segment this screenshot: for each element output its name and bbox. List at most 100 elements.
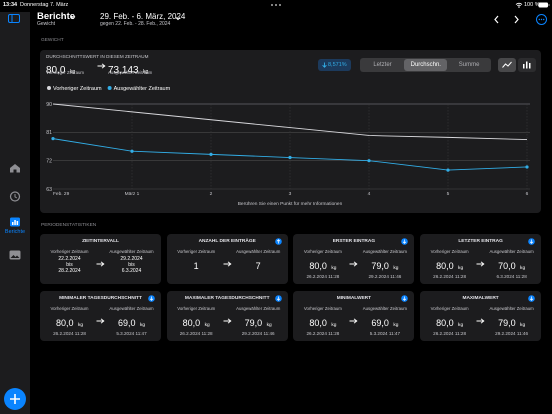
arrow-icon [349, 318, 358, 324]
stat-unit: kg [393, 266, 399, 271]
stat-number: 70,0 [498, 261, 516, 271]
stat-title: MINIMALWERT [336, 296, 372, 301]
data-point [209, 152, 213, 156]
stat-number: 80,0 [182, 318, 201, 328]
mode-option[interactable]: Durchschn. [404, 59, 448, 71]
y-tick-label: 72 [46, 158, 52, 164]
y-tick-label: 90 [46, 102, 52, 108]
trend-icon [528, 295, 535, 302]
chart-card: DURCHSCHNITTSWERT IN DIESEM ZEITRAUM 80,… [40, 50, 541, 213]
stat-number: 69,0 [117, 318, 136, 328]
stat-number: 79,0 [371, 261, 389, 271]
home-icon[interactable] [9, 163, 21, 173]
stat-date: 5.3.2024 11:47 [369, 331, 401, 336]
stat-date: 29.2.2024 11:46 [495, 331, 529, 336]
reports-icon[interactable] [9, 217, 21, 227]
stats-label: PERIODENSTATISTIKEN [41, 223, 97, 228]
stat-value: 69,0 kg [357, 313, 412, 331]
stat-number: 79,0 [498, 318, 516, 328]
mode-option[interactable]: Summe [458, 62, 480, 68]
stat-number: 80,0 [436, 261, 454, 271]
battery-icon [538, 2, 550, 8]
arrow-icon [223, 261, 232, 267]
page-title[interactable]: Berichte [37, 11, 76, 22]
data-point [367, 159, 371, 163]
history-icon[interactable] [9, 191, 21, 202]
stat-date: 26.2.2024 11:28 [433, 331, 467, 336]
stat-value: 1 [169, 256, 224, 274]
stat-caption: Ausgewählter Zeitraum [236, 306, 281, 311]
date-range[interactable]: 29. Feb. - 6. März, 2024 [100, 12, 186, 21]
stat-unit: kg [458, 323, 464, 328]
photos-icon[interactable] [9, 250, 21, 260]
mode-option[interactable]: Letzter [373, 62, 392, 68]
stat-value: 69,0 kg [104, 313, 159, 331]
arrow-icon [476, 261, 485, 267]
stat-title: LETZTER EINTRAG [458, 239, 503, 244]
change-badge [318, 59, 351, 71]
range-chevron[interactable] [175, 16, 181, 21]
title-chevron[interactable] [70, 15, 76, 20]
mode-control: Letzter Durchschn. Summe [360, 58, 491, 72]
sidebar-active-label[interactable]: Berichte [4, 229, 26, 235]
trend-icon [528, 238, 535, 245]
data-point [288, 155, 292, 160]
trend-icon [274, 238, 282, 245]
data-point [446, 168, 450, 172]
stat-title: ZEITINTERVALL [82, 239, 119, 244]
sidebar-toggle[interactable] [8, 14, 20, 23]
stat-unit: kg [331, 323, 337, 328]
change-arrow [322, 62, 327, 68]
trend-icon [274, 295, 282, 302]
data-point [51, 137, 55, 141]
status-date: Donnerstag 7. März [20, 2, 69, 8]
stat-card: MAXIMALWERT Vorheriger Zeitraum 80,0 kg 26.… [420, 291, 542, 341]
stat-caption: Ausgewählter Zeitraum [109, 249, 154, 254]
trend-icon [401, 238, 409, 245]
section-label: GEWICHT [41, 38, 64, 43]
stat-line: 29.2.2024 [120, 255, 143, 262]
summary-selected-value: 73,143 [108, 65, 139, 76]
stat-title: MAXIMALER TAGESDURCHSCHNITT [184, 296, 270, 301]
summary-arrow [97, 63, 106, 69]
legend-label: Ausgewählter Zeitraum [114, 86, 171, 92]
data-point [525, 165, 529, 169]
stat-value: 80,0 kg [295, 313, 350, 331]
stat-unit: kg [77, 323, 84, 328]
stat-date: 26.2.2024 11:28 [179, 331, 213, 336]
legend-swatch [107, 86, 112, 90]
y-tick-label: 63 [46, 187, 52, 193]
x-tick-label: 3 [289, 191, 292, 197]
trend-icon [401, 295, 409, 302]
nav-buttons[interactable] [492, 13, 548, 27]
summary-previous: 80,0 kg [46, 60, 75, 78]
stat-caption: Vorheriger Zeitraum [430, 306, 469, 311]
summary-selected-caption: Ausgewählter Zeitraum [108, 70, 153, 75]
stat-number: 80,0 [309, 261, 327, 271]
stat-number: 69,0 [371, 318, 389, 328]
x-tick-label: März 1 [125, 191, 140, 197]
chart-style-buttons[interactable] [498, 58, 536, 72]
stat-line: 6.3.2024 [121, 267, 142, 274]
stat-caption: Vorheriger Zeitraum [177, 249, 216, 254]
stat-date: 26.2.2024 11:28 [306, 274, 340, 279]
data-point [130, 149, 134, 153]
stat-value: 80,0 kg [169, 313, 224, 331]
stat-unit: kg [204, 323, 210, 328]
arrow-icon [476, 318, 485, 324]
stat-line: 28.2.2024 [58, 267, 81, 274]
stat-unit: kg [520, 266, 526, 271]
stat-caption: Ausgewählter Zeitraum [362, 249, 407, 254]
stat-title: ANZAHL DER EINTRÄGE [198, 239, 256, 244]
page-subtitle: Gewicht [37, 21, 56, 27]
stat-unit: kg [331, 266, 337, 271]
stat-value: 79,0 kg [357, 256, 412, 274]
arrow-icon [96, 261, 105, 267]
stat-title: ERSTER EINTRAG [332, 239, 376, 244]
x-tick-label: 5 [447, 191, 450, 197]
x-tick-label: 4 [368, 191, 371, 197]
stat-unit: kg [266, 323, 272, 328]
trend-icon [148, 295, 155, 302]
stat-date: 29.2.2024 11:46 [241, 331, 275, 336]
add-button[interactable] [3, 387, 27, 411]
